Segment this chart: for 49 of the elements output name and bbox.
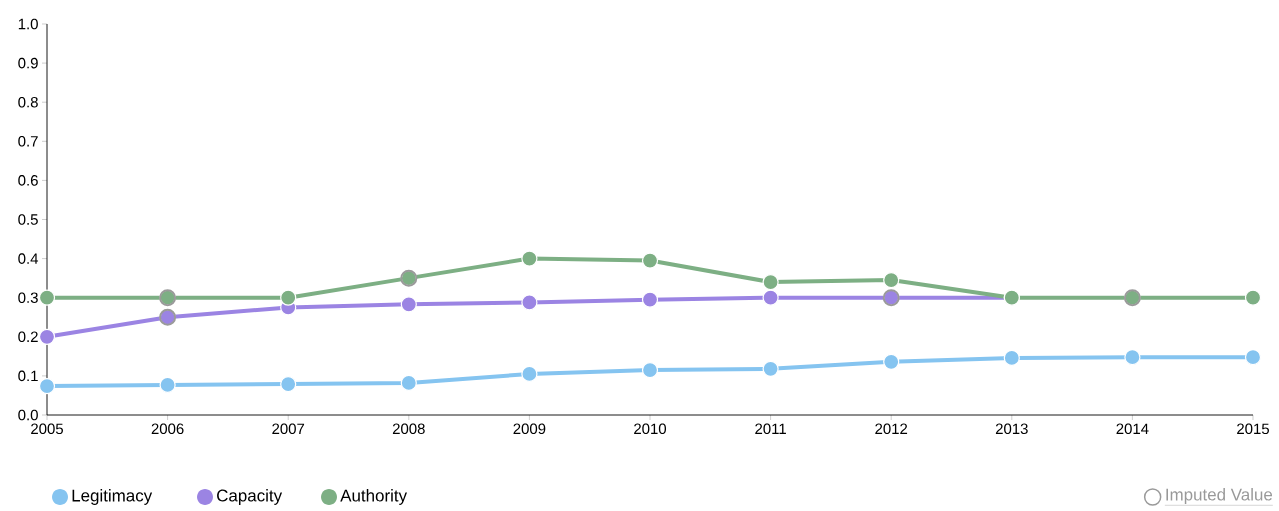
x-tick-label: 2013 <box>995 423 1028 435</box>
point <box>400 374 417 392</box>
point <box>641 252 659 269</box>
y-tick-label: 0.3 <box>18 292 38 303</box>
x-tick-label: 2006 <box>151 423 184 435</box>
point <box>762 289 779 306</box>
y-tick-label: 0.8 <box>18 96 38 108</box>
point <box>883 353 900 370</box>
y-tick-label: 0.7 <box>18 136 38 147</box>
point <box>38 377 56 395</box>
x-tick-label: 2005 <box>31 423 63 435</box>
x-tick-label: 2009 <box>513 423 546 435</box>
point <box>762 360 779 377</box>
y-tick-label: 0.4 <box>18 253 39 264</box>
y-tick-label: 0.9 <box>18 57 38 69</box>
point <box>400 296 417 313</box>
point <box>280 376 297 393</box>
x-tick-label: 2010 <box>634 423 667 435</box>
point <box>1244 289 1262 306</box>
point <box>521 294 538 311</box>
point <box>1124 349 1141 366</box>
point <box>641 291 659 308</box>
point <box>521 365 538 383</box>
x-tick-label: 2011 <box>755 423 786 435</box>
point <box>280 289 297 306</box>
point <box>1003 349 1020 367</box>
point <box>38 289 56 306</box>
legend-label: Authority <box>340 489 407 505</box>
legend-label: Legitimacy <box>72 489 153 505</box>
point <box>521 250 538 267</box>
point <box>1244 349 1262 366</box>
point <box>641 361 659 379</box>
y-tick-label: 0.6 <box>18 175 38 186</box>
legend-label: Imputed Value <box>1166 488 1273 504</box>
y-tick-label: 0.2 <box>18 331 38 343</box>
point <box>159 376 176 393</box>
y-tick-label: 0.0 <box>18 409 38 421</box>
x-tick-label: 2015 <box>1237 423 1269 435</box>
y-tick-label: 0.1 <box>18 370 38 382</box>
point <box>883 272 900 289</box>
point <box>762 273 779 291</box>
x-tick-label: 2007 <box>272 423 305 435</box>
legend-label: Capacity <box>217 489 283 505</box>
y-tick-label: 0.5 <box>18 214 38 225</box>
x-tick-label: 2008 <box>392 423 425 435</box>
x-tick-label: 2012 <box>875 423 908 435</box>
point <box>38 328 56 345</box>
x-tick-label: 2014 <box>1116 423 1149 435</box>
y-tick-label: 1.0 <box>18 18 38 30</box>
